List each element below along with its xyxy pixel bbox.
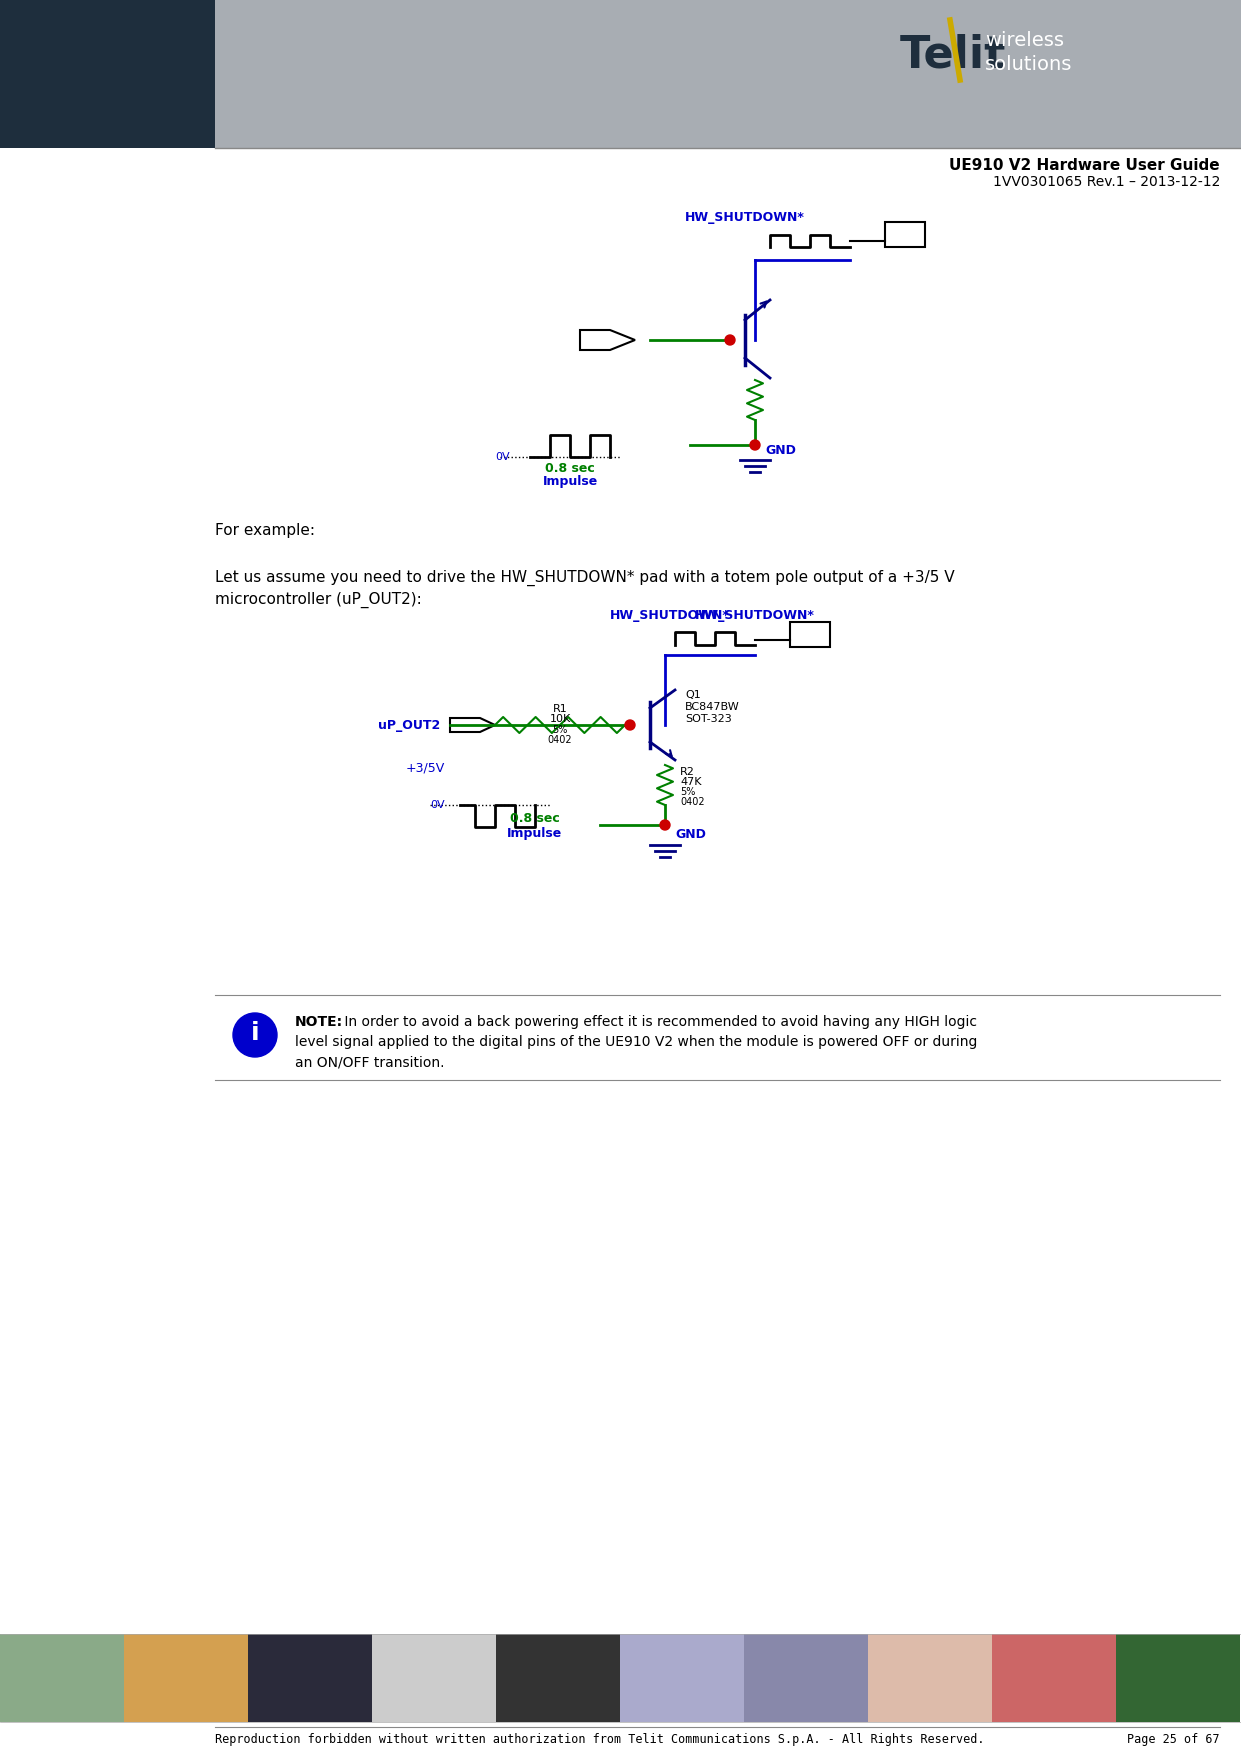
Polygon shape (580, 330, 635, 351)
Circle shape (725, 335, 735, 346)
Bar (620, 1635, 745, 1722)
Bar (215, 0, 1241, 147)
Circle shape (750, 440, 759, 451)
Text: +3/5V: +3/5V (406, 761, 446, 775)
Text: Let us assume you need to drive the HW_SHUTDOWN* pad with a totem pole output of: Let us assume you need to drive the HW_S… (215, 570, 954, 609)
Bar (0, 1635, 124, 1722)
Text: 0V: 0V (431, 800, 446, 810)
Text: GND: GND (764, 444, 795, 456)
Circle shape (233, 1014, 277, 1058)
Text: HW_SHUTDOWN*: HW_SHUTDOWN* (695, 609, 815, 621)
Bar (791, 623, 830, 647)
Text: Reproduction forbidden without written authorization from Telit Communications S: Reproduction forbidden without written a… (215, 1733, 984, 1747)
Bar (248, 1635, 372, 1722)
Text: 0.8 sec: 0.8 sec (510, 812, 560, 824)
Bar (372, 1635, 496, 1722)
Bar (885, 223, 925, 247)
Text: Q1: Q1 (685, 689, 701, 700)
Circle shape (660, 821, 670, 830)
Text: i: i (251, 1021, 259, 1045)
Text: 0.8 sec: 0.8 sec (545, 461, 594, 475)
Bar (1116, 1635, 1240, 1722)
Text: Impulse: Impulse (508, 826, 562, 840)
Bar (745, 1635, 867, 1722)
Text: Page 25 of 67: Page 25 of 67 (1127, 1733, 1220, 1747)
Text: 47K: 47K (680, 777, 701, 788)
Text: SOT-323: SOT-323 (685, 714, 732, 724)
Text: GND: GND (675, 828, 706, 842)
Text: uP_OUT2: uP_OUT2 (377, 719, 441, 731)
Text: 5%: 5% (680, 788, 695, 796)
Polygon shape (450, 717, 495, 731)
Text: HW_SHUTDOWN*: HW_SHUTDOWN* (685, 212, 805, 225)
Text: 0V: 0V (495, 453, 510, 461)
Text: R1: R1 (552, 703, 567, 714)
Text: NOTE:: NOTE: (295, 1016, 343, 1030)
Text: R2: R2 (680, 766, 695, 777)
Text: Telit: Telit (900, 33, 1006, 77)
Text: 1VV0301065 Rev.1 – 2013-12-12: 1VV0301065 Rev.1 – 2013-12-12 (993, 175, 1220, 189)
Circle shape (625, 719, 635, 730)
Text: solutions: solutions (985, 56, 1072, 74)
Bar (867, 1635, 992, 1722)
Text: UE910 V2 Hardware User Guide: UE910 V2 Hardware User Guide (949, 158, 1220, 172)
Text: an ON/OFF transition.: an ON/OFF transition. (295, 1054, 444, 1068)
Bar (992, 1635, 1116, 1722)
Text: 0402: 0402 (680, 796, 705, 807)
Bar (0, 0, 215, 147)
Text: For example:: For example: (215, 523, 315, 537)
Bar (124, 1635, 248, 1722)
Text: 0402: 0402 (547, 735, 572, 745)
Text: BC847BW: BC847BW (685, 702, 740, 712)
Text: 5%: 5% (552, 724, 567, 735)
Bar (496, 1635, 620, 1722)
Text: In order to avoid a back powering effect it is recommended to avoid having any H: In order to avoid a back powering effect… (340, 1016, 977, 1030)
Text: wireless: wireless (985, 30, 1064, 49)
Text: HW_SHUTDOWN*: HW_SHUTDOWN* (611, 609, 730, 621)
Text: 10K: 10K (550, 714, 571, 724)
Text: Impulse: Impulse (542, 475, 598, 489)
Text: level signal applied to the digital pins of the UE910 V2 when the module is powe: level signal applied to the digital pins… (295, 1035, 978, 1049)
